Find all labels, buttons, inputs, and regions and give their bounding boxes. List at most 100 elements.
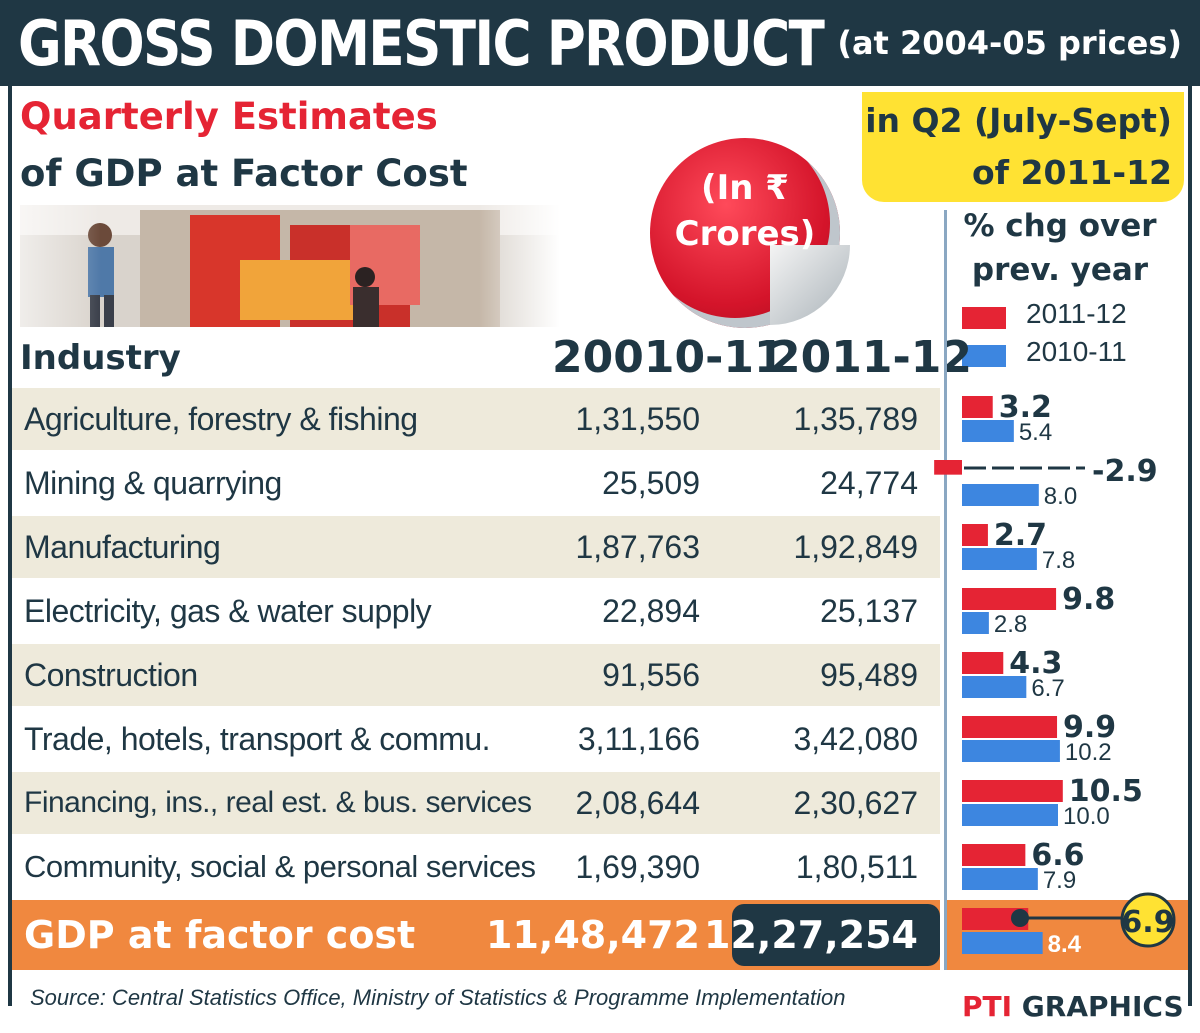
industry-name: Trade, hotels, transport & commu.: [24, 721, 491, 757]
table-row: Mining & quarrying 25,509 24,774: [12, 452, 940, 514]
industry-name: Manufacturing: [24, 529, 221, 565]
bar-2011-12: [962, 908, 1029, 930]
label-2010-11: 10.0: [1063, 803, 1110, 830]
value-2011-12: 2,30,627: [793, 785, 918, 821]
legend-label-2011-12: 2011-12: [1026, 298, 1127, 329]
bar-2010-11: [962, 868, 1038, 890]
bar-2010-11: [962, 420, 1014, 442]
total-value-2011-12-box: [732, 904, 940, 966]
label-2010-11: 8.4: [1048, 931, 1082, 958]
chart-title-line2: prev. year: [971, 252, 1149, 288]
industry-name: Community, social & personal services: [24, 849, 536, 884]
value-2011-12: 24,774: [820, 465, 918, 501]
industry-name: Financing, ins., real est. & bus. servic…: [24, 786, 532, 819]
bar-2010-11: [962, 484, 1039, 506]
credit: PTI GRAPHICS: [962, 990, 1184, 1023]
subtitle-line2: of GDP at Factor Cost: [20, 152, 468, 195]
label-2010-11: 5.4: [1019, 419, 1052, 446]
office-photo: [20, 205, 560, 327]
label-2011-12: 2.7: [994, 518, 1047, 553]
value-2010-11: 1,69,390: [575, 849, 700, 885]
label-2011-12: 6.6: [1031, 838, 1084, 873]
label-2010-11: 7.9: [1043, 867, 1076, 894]
label-2011-12: 9.9: [1063, 710, 1116, 745]
value-2010-11: 3,11,166: [577, 721, 700, 757]
table-row: Trade, hotels, transport & commu. 3,11,1…: [12, 708, 940, 770]
legend-swatch-2010-11: [962, 345, 1006, 367]
total-row: GDP at factor cost 11,48,472 12,27,254: [12, 900, 940, 970]
value-2010-11: 91,556: [602, 657, 700, 693]
total-value-2011-12: 12,27,254: [704, 913, 918, 957]
value-2011-12: 1,35,789: [793, 401, 918, 437]
bar-2010-11: [962, 740, 1060, 762]
source-note: Source: Central Statistics Office, Minis…: [30, 985, 846, 1010]
table-row: Construction 91,556 95,489: [12, 644, 940, 706]
label-2010-11: 6.7: [1031, 675, 1064, 702]
industry-name: Electricity, gas & water supply: [24, 593, 432, 629]
value-2011-12: 1,80,511: [795, 849, 918, 885]
period-line1: in Q2 (July-Sept): [865, 101, 1172, 140]
label-2011-12: -2.9: [1092, 454, 1158, 489]
total-label: GDP at factor cost: [24, 913, 416, 957]
bar-2011-12: [962, 396, 993, 418]
value-2011-12: 1,92,849: [793, 529, 918, 565]
chart-title-line1: % chg over: [963, 208, 1157, 244]
period-line2: of 2011-12: [972, 153, 1172, 192]
bar-2010-11: [962, 676, 1027, 698]
label-2011-12: 3.2: [999, 390, 1052, 425]
subtitle-line1: Quarterly Estimates: [20, 95, 438, 138]
label-2010-11: 2.8: [994, 611, 1027, 638]
table-row: Agriculture, forestry & fishing 1,31,550…: [12, 388, 940, 450]
industry-name: Agriculture, forestry & fishing: [24, 401, 418, 437]
value-2010-11: 1,87,763: [575, 529, 700, 565]
bar-2011-12: [962, 652, 1004, 674]
label-2011-12: 4.3: [1009, 646, 1062, 681]
office-photo-illustration: [20, 205, 560, 327]
column-header-2010-11: 20010-11: [552, 332, 785, 383]
value-2011-12: 95,489: [820, 657, 918, 693]
bar-2011-12: [934, 460, 962, 475]
bar-2010-11: [962, 804, 1058, 826]
period-box: [862, 92, 1184, 202]
total-highlight-circle: [1120, 892, 1176, 948]
label-2011-12: 9.8: [1062, 582, 1115, 617]
table-row: Community, social & personal services 1,…: [12, 836, 940, 898]
label-2011-12: 10.5: [1069, 774, 1143, 809]
bar-2010-11: [962, 612, 989, 634]
value-2010-11: 25,509: [602, 465, 700, 501]
credit-text: GRAPHICS: [1021, 990, 1184, 1023]
label-2010-11: 10.2: [1065, 739, 1112, 766]
value-2010-11: 2,08,644: [575, 785, 700, 821]
prices-note: (at 2004-05 prices): [837, 24, 1182, 62]
value-2011-12: 25,137: [820, 593, 918, 629]
bar-2011-12: [962, 716, 1058, 738]
industry-name: Mining & quarrying: [24, 465, 282, 501]
column-header-2011-12: 2011-12: [770, 332, 972, 383]
column-header-industry: Industry: [20, 338, 181, 378]
legend-swatch-2011-12: [962, 307, 1006, 329]
title-bar: [0, 0, 1200, 86]
credit-brand: PTI: [962, 990, 1013, 1023]
chart-zero-axis: [944, 210, 947, 970]
label-2011-12: 6.9: [1121, 905, 1174, 940]
label-2010-11: 8.0: [1044, 483, 1077, 510]
bar-2011-12: [962, 524, 988, 546]
page-title: GROSS DOMESTIC PRODUCT: [18, 7, 825, 80]
table-row: Financing, ins., real est. & bus. servic…: [12, 772, 940, 834]
unit-badge-text: (In ₹ Crores): [674, 168, 816, 254]
industry-name: Construction: [24, 657, 198, 693]
value-2010-11: 22,894: [602, 593, 700, 629]
bar-2011-12: [962, 780, 1063, 802]
total-value-2010-11: 11,48,472: [486, 913, 700, 957]
value-2010-11: 1,31,550: [575, 401, 700, 437]
table-row: Electricity, gas & water supply 22,894 2…: [12, 580, 940, 642]
label-2010-11: 7.8: [1042, 547, 1075, 574]
bar-2010-11: [962, 932, 1043, 954]
bar-2011-12: [962, 588, 1057, 610]
bar-2010-11: [962, 548, 1037, 570]
table-row: Manufacturing 1,87,763 1,92,849: [12, 516, 940, 578]
bar-2011-12: [962, 844, 1026, 866]
legend-label-2010-11: 2010-11: [1026, 336, 1127, 367]
